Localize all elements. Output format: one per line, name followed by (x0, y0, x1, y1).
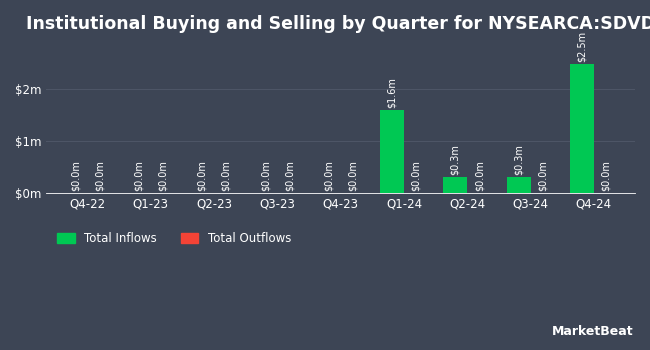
Text: MarketBeat: MarketBeat (552, 325, 634, 338)
Text: $0.0m: $0.0m (538, 160, 547, 191)
Text: $0.0m: $0.0m (348, 160, 358, 191)
Text: $0.0m: $0.0m (134, 160, 144, 191)
Bar (380, 110, 404, 193)
Text: $0.3m: $0.3m (514, 145, 523, 175)
Bar (443, 177, 467, 193)
Text: $0.0m: $0.0m (474, 160, 484, 191)
Text: $0.3m: $0.3m (450, 145, 460, 175)
Title: Institutional Buying and Selling by Quarter for NYSEARCA:SDVD: Institutional Buying and Selling by Quar… (26, 15, 650, 33)
Text: $0.0m: $0.0m (411, 160, 421, 191)
Bar (570, 64, 594, 193)
Text: $0.0m: $0.0m (70, 160, 81, 191)
Text: $0.0m: $0.0m (601, 160, 611, 191)
Text: $0.0m: $0.0m (197, 160, 207, 191)
Text: $0.0m: $0.0m (158, 160, 168, 191)
Text: $2.5m: $2.5m (577, 31, 587, 62)
Text: $0.0m: $0.0m (94, 160, 105, 191)
Legend: Total Inflows, Total Outflows: Total Inflows, Total Outflows (52, 227, 296, 250)
Text: $0.0m: $0.0m (324, 160, 333, 191)
Text: $0.0m: $0.0m (221, 160, 231, 191)
Text: $1.6m: $1.6m (387, 77, 397, 108)
Text: $0.0m: $0.0m (285, 160, 294, 191)
Text: $0.0m: $0.0m (261, 160, 270, 191)
Bar (506, 177, 530, 193)
